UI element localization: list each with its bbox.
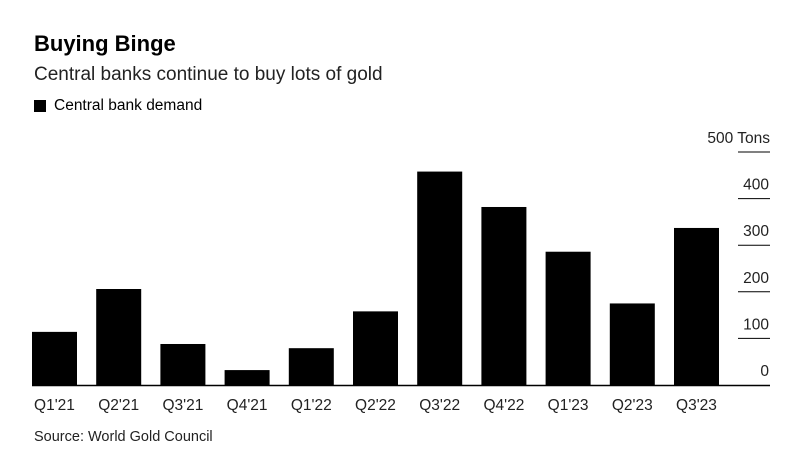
x-tick-label: Q3'23 [676, 397, 717, 414]
x-tick-label: Q2'22 [355, 397, 396, 414]
legend-label: Central bank demand [54, 97, 203, 114]
x-tick-label: Q2'21 [98, 397, 139, 414]
bar-q2-22 [353, 311, 398, 385]
bar-q1-21 [32, 331, 77, 385]
bar-q4-22 [481, 206, 527, 385]
legend: Central bank demand [34, 97, 202, 115]
y-tick-label: 400 [743, 177, 769, 194]
bar-q3-23 [674, 227, 719, 385]
x-tick-label: Q4'21 [227, 397, 268, 414]
chart-title: Buying Binge [34, 31, 176, 56]
y-tick-label: 500 Tons [707, 130, 770, 147]
x-tick-label: Q3'22 [419, 397, 460, 414]
source-note: Source: World Gold Council [34, 429, 213, 445]
bar-q1-23 [545, 251, 591, 385]
chart-subtitle: Central banks continue to buy lots of go… [34, 64, 383, 85]
y-tick-label: 200 [743, 270, 769, 287]
bar-q2-23 [609, 303, 655, 385]
x-tick-label: Q3'21 [162, 397, 203, 414]
y-tick-label: 300 [743, 223, 769, 240]
bar-q1-22 [288, 348, 334, 385]
x-tick-label: Q1'23 [548, 397, 589, 414]
x-tick-label: Q2'23 [612, 397, 653, 414]
y-tick-label: 100 [743, 316, 769, 333]
legend-swatch [34, 100, 46, 112]
x-tick-label: Q1'22 [291, 397, 332, 414]
x-tick-label: Q4'22 [483, 397, 524, 414]
bar-q2-21 [96, 289, 142, 385]
y-tick-label: 0 [760, 363, 769, 380]
bar-q3-21 [160, 343, 206, 385]
bar-q4-21 [224, 370, 270, 385]
x-tick-label: Q1'21 [34, 397, 75, 414]
bar-q3-22 [417, 171, 463, 385]
